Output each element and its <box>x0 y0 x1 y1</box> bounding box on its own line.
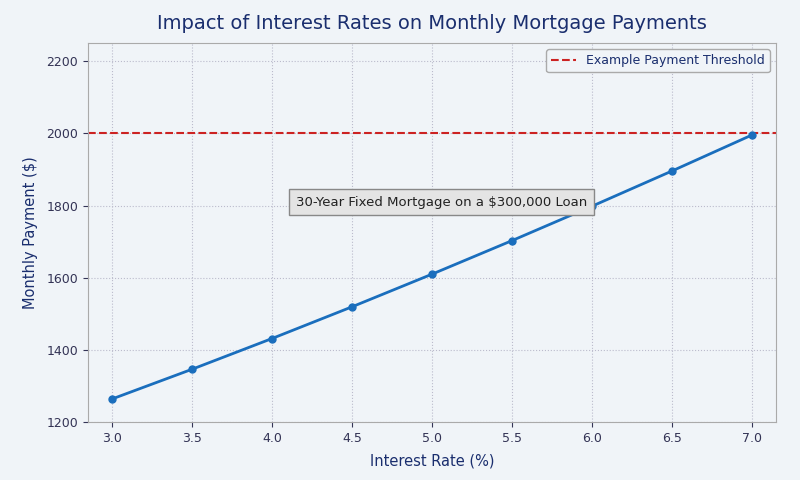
Text: 30-Year Fixed Mortgage on a $300,000 Loan: 30-Year Fixed Mortgage on a $300,000 Loa… <box>296 196 587 209</box>
Title: Impact of Interest Rates on Monthly Mortgage Payments: Impact of Interest Rates on Monthly Mort… <box>157 14 707 33</box>
X-axis label: Interest Rate (%): Interest Rate (%) <box>370 454 494 468</box>
Legend: Example Payment Threshold: Example Payment Threshold <box>546 49 770 72</box>
Y-axis label: Monthly Payment ($): Monthly Payment ($) <box>23 156 38 309</box>
